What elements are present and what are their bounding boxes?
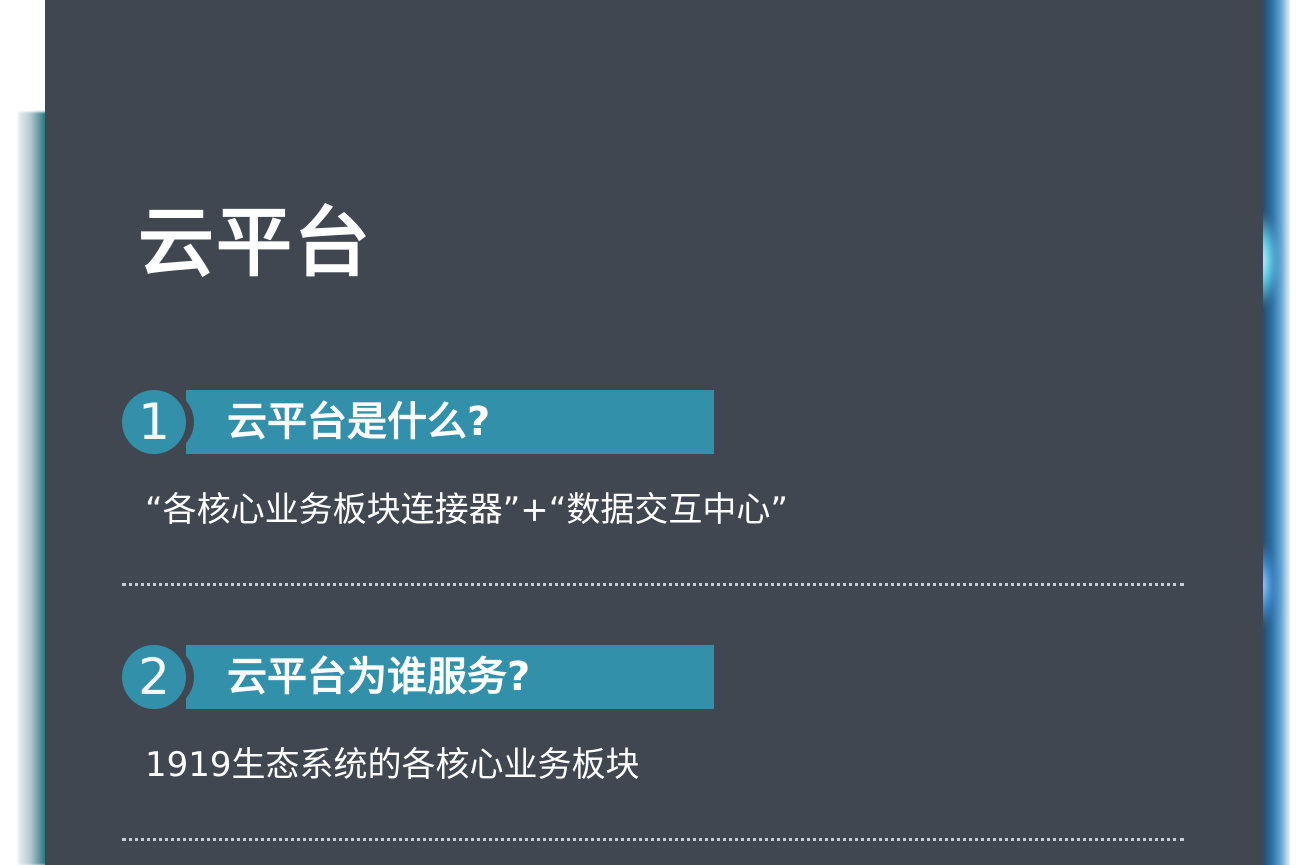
section-1-description: “各核心业务板块连接器”+“数据交互中心”	[145, 490, 788, 530]
page-title: 云平台	[138, 198, 372, 287]
left-glow-edge	[18, 112, 48, 865]
section-1-number-badge: 1	[122, 390, 186, 454]
dotted-divider	[122, 838, 1184, 841]
section-1-heading: 云平台是什么?	[227, 399, 491, 445]
dotted-divider	[122, 583, 1184, 586]
section-2-number-badge: 2	[122, 645, 186, 709]
section-2-description: 1919生态系统的各核心业务板块	[145, 745, 640, 785]
section-1-bar	[186, 390, 714, 454]
section-1-header: 1 云平台是什么?	[122, 390, 722, 456]
section-2-heading: 云平台为谁服务?	[227, 654, 531, 700]
section-2-bar	[186, 645, 714, 709]
section-2-header: 2 云平台为谁服务?	[122, 645, 722, 711]
right-glow-edge	[1262, 0, 1290, 865]
